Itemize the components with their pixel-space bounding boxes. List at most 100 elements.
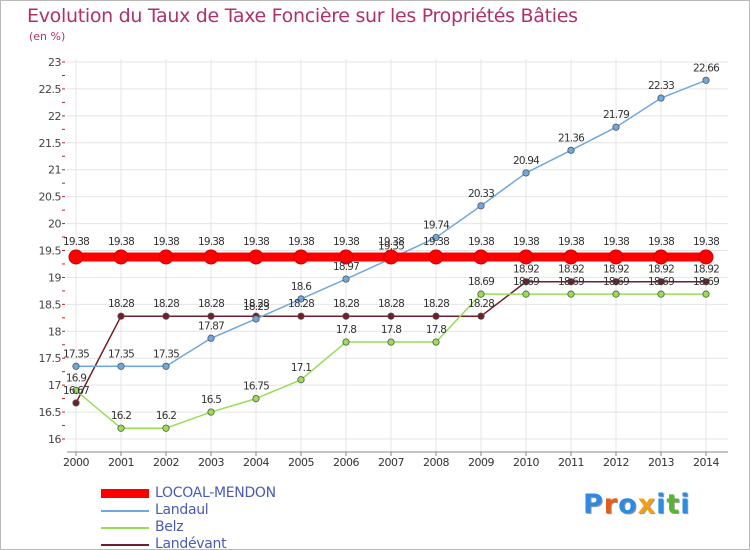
logo-letter: o — [618, 489, 638, 520]
data-point — [567, 278, 575, 286]
x-tick-label: 2008 — [423, 456, 449, 469]
x-tick-label: 2003 — [198, 456, 224, 469]
data-point — [117, 424, 125, 432]
data-label: 18.23 — [243, 301, 269, 313]
legend-swatch-locoal-mendon — [101, 489, 149, 498]
data-point — [432, 338, 440, 346]
x-tick-label: 2002 — [153, 456, 179, 469]
x-tick-label: 2013 — [648, 456, 674, 469]
legend-label-landaul: Landaul — [155, 502, 209, 518]
chart-unit-label: (en %) — [29, 30, 66, 43]
data-point — [72, 386, 80, 395]
legend-item-locoal-mendon: LOCOAL-MENDON — [101, 485, 361, 502]
legend-swatch-landevant — [101, 544, 149, 546]
data-point — [72, 362, 80, 370]
data-label: 18.28 — [333, 298, 359, 310]
data-point — [207, 312, 215, 320]
data-point — [113, 249, 129, 265]
data-label: 21.79 — [603, 109, 629, 121]
data-label: 19.38 — [693, 236, 719, 248]
y-tick-label: 22 — [48, 110, 61, 123]
legend-item-landaul: Landaul — [101, 502, 361, 519]
data-label: 17.35 — [63, 348, 89, 360]
data-point — [117, 362, 125, 370]
data-point — [698, 249, 714, 265]
data-label: 19.38 — [378, 236, 404, 248]
data-label: 19.38 — [603, 236, 629, 248]
y-tick-label: 23 — [48, 56, 61, 69]
data-label: 19.38 — [333, 236, 359, 248]
data-point — [428, 249, 444, 265]
data-label: 19.38 — [513, 236, 539, 248]
x-tick-label: 2000 — [63, 456, 89, 469]
data-point — [162, 312, 170, 320]
y-tick-label: 17 — [48, 379, 61, 392]
data-label: 17.8 — [381, 324, 401, 336]
data-label: 16.2 — [111, 410, 131, 422]
data-label: 16.2 — [156, 410, 176, 422]
data-point — [248, 249, 264, 265]
data-label: 16.75 — [243, 381, 269, 393]
data-point — [162, 424, 170, 432]
logo-letter: P — [583, 489, 604, 520]
data-label: 19.38 — [288, 236, 314, 248]
data-point — [383, 249, 399, 265]
data-point — [387, 338, 395, 346]
data-label: 18.69 — [693, 276, 719, 288]
data-point — [657, 94, 665, 102]
data-label: 18.92 — [558, 264, 584, 276]
chart-title: Evolution du Taux de Taxe Foncière sur l… — [27, 5, 578, 27]
y-tick-label: 19 — [48, 271, 61, 284]
legend-swatch-belz — [101, 527, 149, 529]
data-label: 17.87 — [198, 320, 224, 332]
data-label: 17.1 — [291, 362, 311, 374]
data-point — [657, 290, 665, 298]
data-point — [522, 278, 530, 286]
legend-label-locoal-mendon: LOCOAL-MENDON — [155, 485, 276, 501]
data-label: 20.94 — [513, 155, 540, 167]
data-point — [522, 169, 530, 177]
data-point — [473, 249, 489, 265]
data-point — [203, 249, 219, 265]
data-point — [342, 338, 350, 346]
y-tick-label: 20.5 — [39, 191, 62, 204]
data-point — [657, 278, 665, 286]
data-point — [162, 362, 170, 370]
x-tick-label: 2001 — [108, 456, 134, 469]
data-label: 22.33 — [648, 80, 674, 92]
legend-label-landevant: Landévant — [155, 536, 227, 550]
data-point — [338, 249, 354, 265]
x-tick-label: 2014 — [693, 456, 719, 469]
data-label: 18.97 — [333, 261, 359, 273]
data-label: 18.6 — [291, 281, 312, 293]
data-label: 18.28 — [108, 298, 134, 310]
y-tick-label: 16 — [48, 433, 61, 446]
data-label: 18.92 — [648, 264, 674, 276]
data-label: 18.92 — [513, 264, 539, 276]
y-tick-label: 16.5 — [39, 406, 62, 419]
data-point — [72, 399, 80, 407]
y-tick-label: 18.5 — [39, 298, 62, 311]
data-label: 18.92 — [693, 264, 719, 276]
data-point — [68, 249, 84, 265]
data-label: 18.28 — [288, 298, 314, 310]
data-label: 16.5 — [201, 394, 221, 406]
data-point — [387, 312, 395, 320]
data-label: 19.38 — [63, 236, 89, 248]
data-point — [477, 202, 485, 210]
data-point — [518, 249, 534, 265]
x-tick-label: 2010 — [513, 456, 539, 469]
y-tick-label: 19.5 — [39, 245, 62, 258]
data-point — [567, 146, 575, 154]
legend-item-landevant: Landévant — [101, 536, 361, 550]
data-label: 18.28 — [243, 298, 269, 310]
data-point — [207, 408, 215, 416]
data-label: 18.69 — [648, 276, 674, 288]
y-tick-label: 18 — [48, 325, 61, 338]
data-point — [702, 76, 710, 84]
data-point — [612, 290, 620, 298]
data-label: 18.28 — [378, 298, 404, 310]
data-label: 17.35 — [108, 348, 134, 360]
x-tick-label: 2005 — [288, 456, 314, 469]
